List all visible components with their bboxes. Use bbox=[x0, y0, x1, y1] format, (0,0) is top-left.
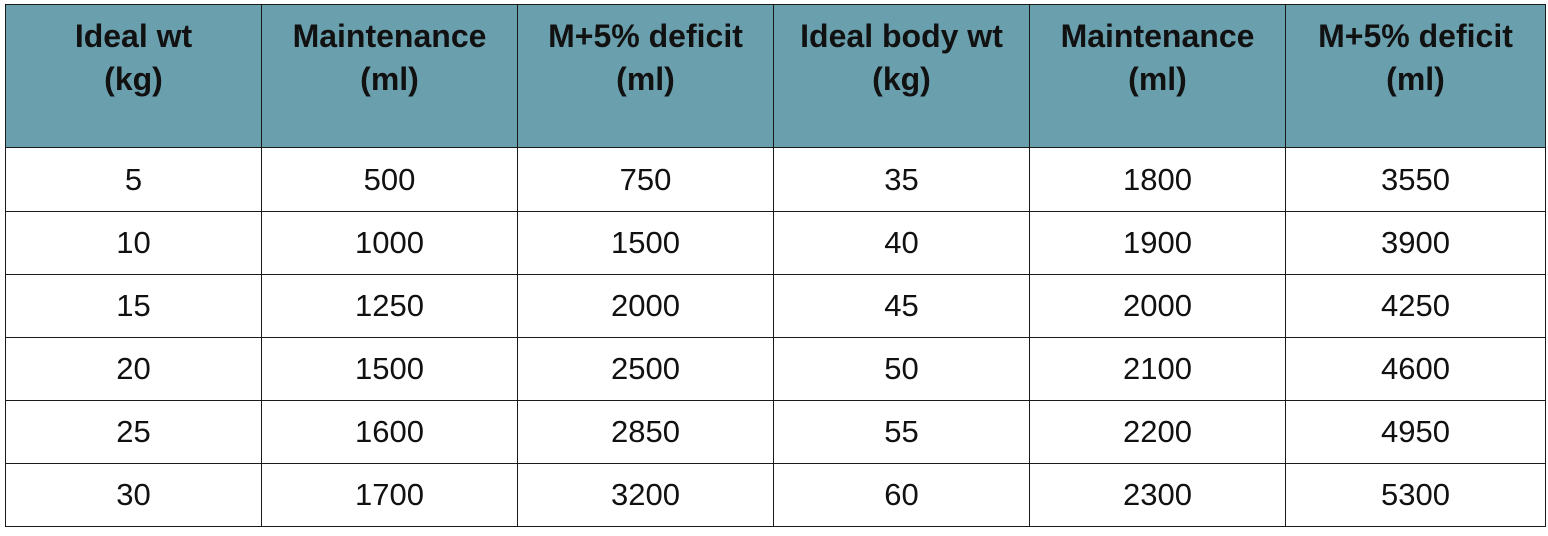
table-cell: 1800 bbox=[1029, 147, 1286, 212]
table-cell: 1250 bbox=[261, 274, 518, 338]
table-cell: 3200 bbox=[517, 463, 774, 527]
header-label: M+5% deficit bbox=[1318, 18, 1513, 54]
table-cell: 3900 bbox=[1285, 211, 1546, 275]
table-cell: 2300 bbox=[1029, 463, 1286, 527]
table-cell: 25 bbox=[5, 400, 262, 464]
table-cell: 40 bbox=[773, 211, 1030, 275]
table-header: Ideal wt (kg) Maintenance (ml) M+5% defi… bbox=[5, 4, 1546, 148]
column-header-maintenance: Maintenance (ml) bbox=[261, 4, 518, 148]
table-cell: 45 bbox=[773, 274, 1030, 338]
table-cell: 3550 bbox=[1285, 147, 1546, 212]
table-cell: 50 bbox=[773, 337, 1030, 401]
table-cell: 55 bbox=[773, 400, 1030, 464]
table-cell: 60 bbox=[773, 463, 1030, 527]
table-cell: 2000 bbox=[1029, 274, 1286, 338]
column-header-ideal-body-wt: Ideal body wt (kg) bbox=[773, 4, 1030, 148]
table-cell: 30 bbox=[5, 463, 262, 527]
header-label: Maintenance bbox=[292, 18, 487, 54]
table-cell: 1600 bbox=[261, 400, 518, 464]
header-unit: (kg) bbox=[104, 61, 163, 97]
table-cell: 4950 bbox=[1285, 400, 1546, 464]
table-cell: 750 bbox=[517, 147, 774, 212]
table-cell: 2200 bbox=[1029, 400, 1286, 464]
table-cell: 1700 bbox=[261, 463, 518, 527]
table-row: 5 500 750 35 1800 3550 bbox=[5, 147, 1546, 212]
table-row: 30 1700 3200 60 2300 5300 bbox=[5, 463, 1546, 527]
table-cell: 4250 bbox=[1285, 274, 1546, 338]
header-unit: (ml) bbox=[616, 61, 675, 97]
column-header-ideal-wt: Ideal wt (kg) bbox=[5, 4, 262, 148]
header-label: Ideal wt bbox=[74, 18, 193, 54]
header-unit: (ml) bbox=[1128, 61, 1187, 97]
header-row: Ideal wt (kg) Maintenance (ml) M+5% defi… bbox=[5, 4, 1546, 148]
table-cell: 5300 bbox=[1285, 463, 1546, 527]
table-cell: 1900 bbox=[1029, 211, 1286, 275]
table-row: 10 1000 1500 40 1900 3900 bbox=[5, 211, 1546, 275]
table-row: 25 1600 2850 55 2200 4950 bbox=[5, 400, 1546, 464]
table-cell: 1500 bbox=[517, 211, 774, 275]
table-row: 20 1500 2500 50 2100 4600 bbox=[5, 337, 1546, 401]
fluid-requirement-table: Ideal wt (kg) Maintenance (ml) M+5% defi… bbox=[5, 4, 1546, 527]
table-cell: 5 bbox=[5, 147, 262, 212]
table-row: 15 1250 2000 45 2000 4250 bbox=[5, 274, 1546, 338]
table-cell: 500 bbox=[261, 147, 518, 212]
table-cell: 4600 bbox=[1285, 337, 1546, 401]
column-header-m5-deficit: M+5% deficit (ml) bbox=[517, 4, 774, 148]
table-cell: 2850 bbox=[517, 400, 774, 464]
header-label: M+5% deficit bbox=[548, 18, 743, 54]
table-body: 5 500 750 35 1800 3550 10 1000 1500 40 1… bbox=[5, 147, 1546, 527]
table-cell: 2000 bbox=[517, 274, 774, 338]
header-unit: (ml) bbox=[1386, 61, 1445, 97]
table-cell: 2500 bbox=[517, 337, 774, 401]
header-label: Maintenance bbox=[1060, 18, 1255, 54]
header-unit: (ml) bbox=[360, 61, 419, 97]
table-cell: 10 bbox=[5, 211, 262, 275]
header-unit: (kg) bbox=[872, 61, 931, 97]
table-cell: 1000 bbox=[261, 211, 518, 275]
table-cell: 15 bbox=[5, 274, 262, 338]
header-label: Ideal body wt bbox=[800, 18, 1003, 54]
table-cell: 2100 bbox=[1029, 337, 1286, 401]
table-cell: 20 bbox=[5, 337, 262, 401]
column-header-m5-deficit-2: M+5% deficit (ml) bbox=[1285, 4, 1546, 148]
table-cell: 35 bbox=[773, 147, 1030, 212]
column-header-maintenance-2: Maintenance (ml) bbox=[1029, 4, 1286, 148]
table-cell: 1500 bbox=[261, 337, 518, 401]
